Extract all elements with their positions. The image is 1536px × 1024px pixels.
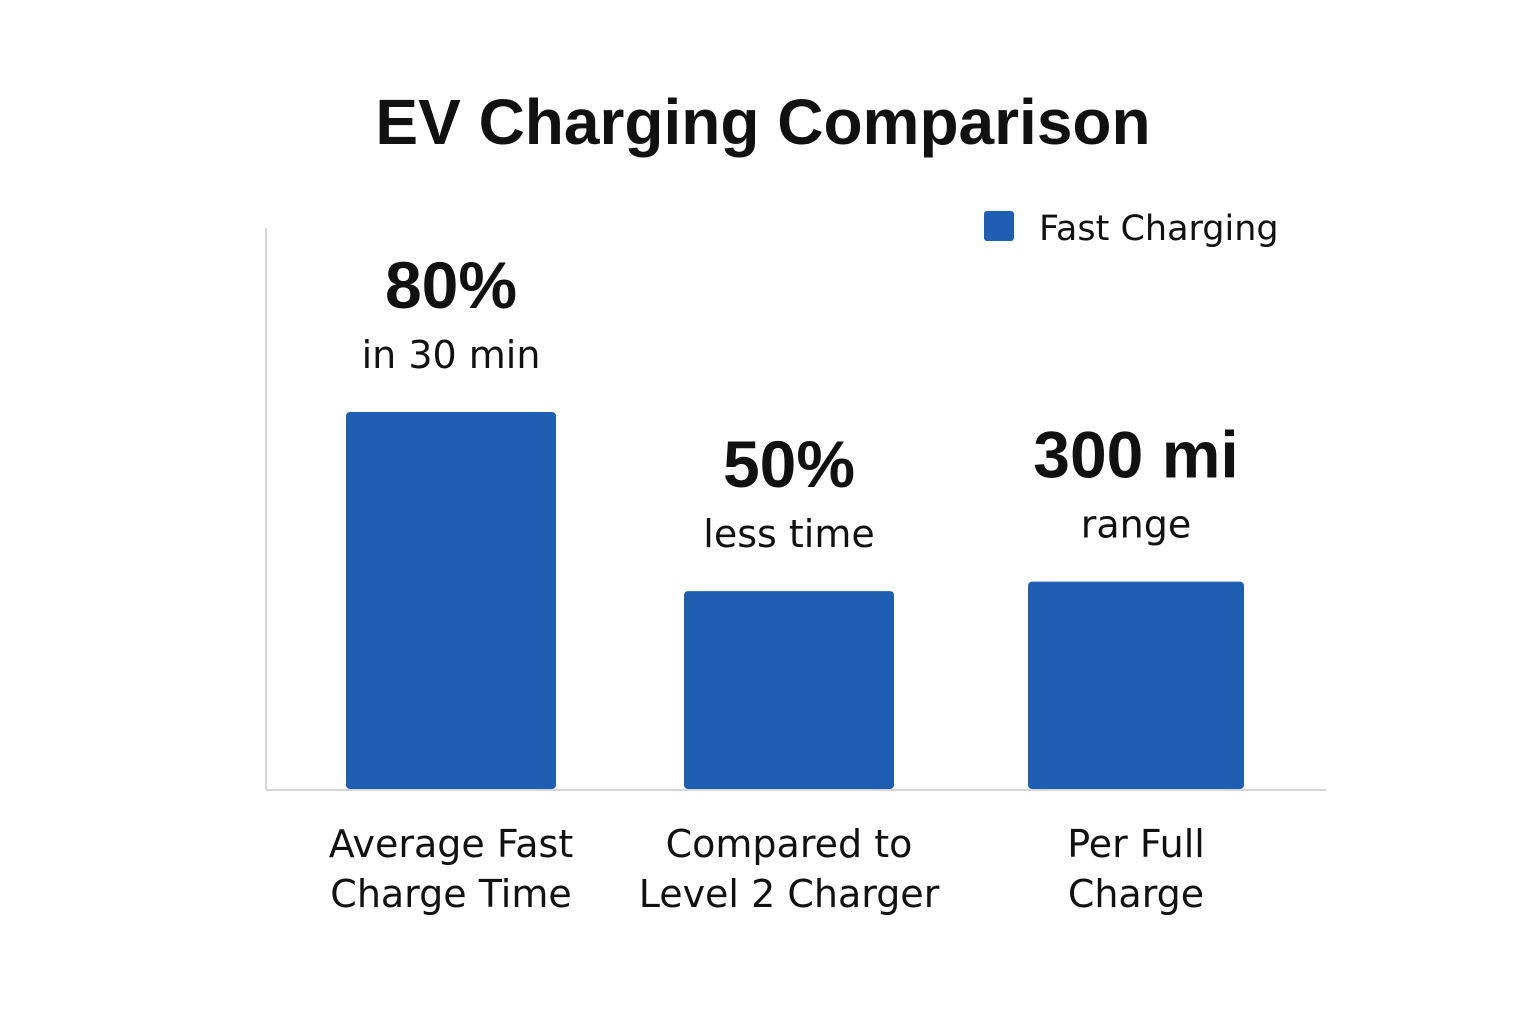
labels-layer: 80% in 30 min Average Fast Charge Time 50% le… bbox=[329, 248, 1239, 916]
category-label-3-line-1: Per Full bbox=[1067, 822, 1205, 866]
category-label-1-line-2: Charge Time bbox=[330, 872, 571, 916]
category-label-1-line-1: Average Fast bbox=[329, 822, 573, 866]
bar-3 bbox=[1028, 581, 1244, 789]
bar-value-label-3: 300 mi bbox=[1033, 418, 1238, 492]
bar-value-label-1: 80% bbox=[385, 248, 517, 322]
category-label-2-line-2: Level 2 Charger bbox=[639, 872, 940, 916]
chart-title: EV Charging Comparison bbox=[375, 86, 1150, 158]
category-label-2-line-1: Compared to bbox=[666, 822, 913, 866]
bar-1 bbox=[346, 412, 556, 789]
legend-label: Fast Charging bbox=[1039, 209, 1279, 249]
legend: Fast Charging bbox=[984, 209, 1279, 249]
bar-value-label-2: 50% bbox=[723, 427, 855, 501]
bar-value-sublabel-2: less time bbox=[703, 512, 874, 556]
legend-swatch bbox=[984, 211, 1014, 241]
bar-value-sublabel-1: in 30 min bbox=[362, 333, 541, 377]
bars-layer bbox=[346, 412, 1244, 789]
category-label-3-line-2: Charge bbox=[1068, 872, 1204, 916]
bar-value-sublabel-3: range bbox=[1081, 503, 1192, 547]
bar-2 bbox=[684, 591, 894, 789]
